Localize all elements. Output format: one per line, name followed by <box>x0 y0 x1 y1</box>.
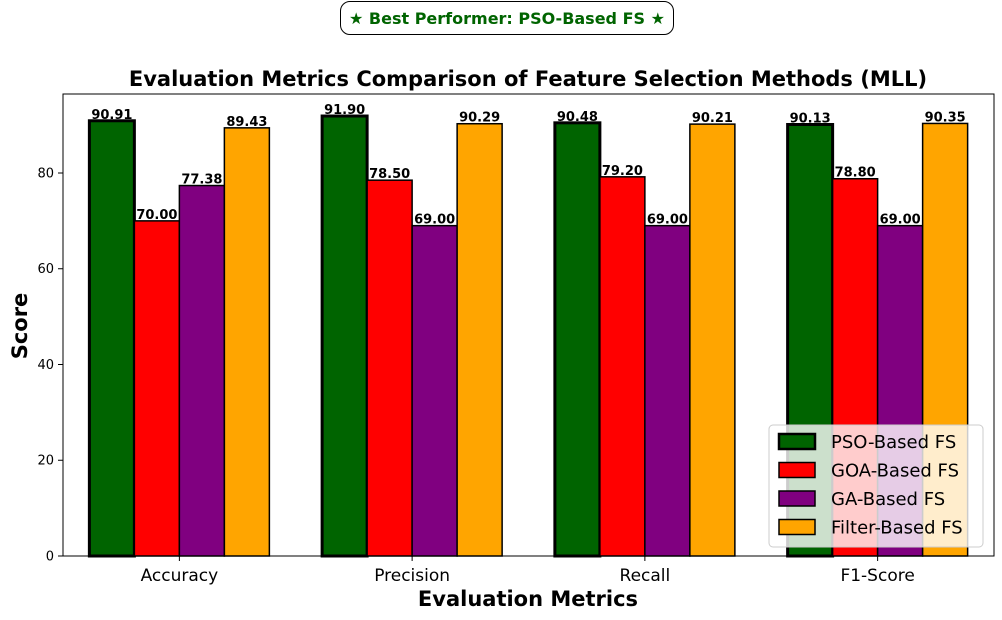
bar-ga-based-fsrecall <box>644 224 691 557</box>
value-label: 90.21 <box>692 111 733 126</box>
y-tick-label: 0 <box>46 550 54 565</box>
x-tick-label: Precision <box>374 566 450 586</box>
y-tick-label: 20 <box>37 454 54 469</box>
value-label: 90.13 <box>790 111 831 126</box>
value-label: 77.38 <box>181 173 222 188</box>
x-tick-label: F1-Score <box>840 566 914 586</box>
axes-group: Accuracy Precision Recall F1-Score 0 20 40 60 80 <box>37 93 995 586</box>
value-label: 89.43 <box>226 115 267 130</box>
value-label: 69.00 <box>647 213 688 228</box>
value-label: 79.20 <box>602 164 643 179</box>
legend-swatch <box>778 518 816 536</box>
legend-swatch <box>778 490 816 507</box>
bar-filter-based-fsrecall <box>689 123 736 557</box>
y-tick-label: 40 <box>37 358 54 373</box>
bar-goa-based-fsprecision <box>366 179 413 557</box>
bar-filter-based-fsprecision <box>456 122 503 557</box>
legend-label: GA-Based FS <box>831 489 945 510</box>
y-tick-label: 60 <box>37 262 54 277</box>
x-tick-label: Accuracy <box>141 566 219 586</box>
value-label: 91.90 <box>324 103 365 118</box>
bar-ga-based-fsprecision <box>411 224 458 557</box>
bar-filter-based-fsaccuracy <box>223 127 271 557</box>
value-label: 90.91 <box>91 108 132 123</box>
bar-pso-based-fsrecall <box>553 121 602 558</box>
y-axis-label: Score <box>8 293 32 360</box>
legend: PSO-Based FS GOA-Based FS GA-Based FS Filte… <box>768 424 984 548</box>
value-label: 78.80 <box>835 166 876 181</box>
value-label: 90.29 <box>459 111 500 126</box>
value-label: 69.00 <box>414 213 455 228</box>
legend-swatch <box>777 432 817 451</box>
x-axis-label: Evaluation Metrics <box>418 587 638 611</box>
legend-label: Filter-Based FS <box>831 518 963 539</box>
bar-ga-based-fsaccuracy <box>178 184 226 557</box>
bar-pso-based-fsaccuracy <box>87 119 136 558</box>
best-performer-text: ★ Best Performer: PSO-Based FS ★ <box>349 8 665 28</box>
best-performer-banner: ★ Best Performer: PSO-Based FS ★ <box>340 1 674 35</box>
value-label: 78.50 <box>369 167 410 182</box>
bar-goa-based-fsrecall <box>599 176 646 557</box>
value-label: 70.00 <box>136 208 177 223</box>
chart-title: Evaluation Metrics Comparison of Feature… <box>129 67 927 91</box>
bar-pso-based-fsprecision <box>320 114 369 558</box>
legend-label: GOA-Based FS <box>831 461 959 482</box>
value-labels-group: 90.91 70.00 77.38 89.43 91.90 78.50 69.00 90.29… <box>91 103 965 228</box>
legend-swatch <box>778 461 816 479</box>
plot-frame <box>62 93 995 557</box>
legend-label: PSO-Based FS <box>831 432 956 453</box>
x-tick-label: Recall <box>620 566 671 586</box>
legend-box <box>768 424 984 548</box>
value-label: 90.35 <box>925 110 966 125</box>
y-tick-label: 80 <box>37 166 54 181</box>
value-label: 69.00 <box>880 213 921 228</box>
bar-goa-based-fsaccuracy <box>133 220 181 557</box>
value-label: 90.48 <box>557 110 598 125</box>
bars-group <box>87 114 969 558</box>
